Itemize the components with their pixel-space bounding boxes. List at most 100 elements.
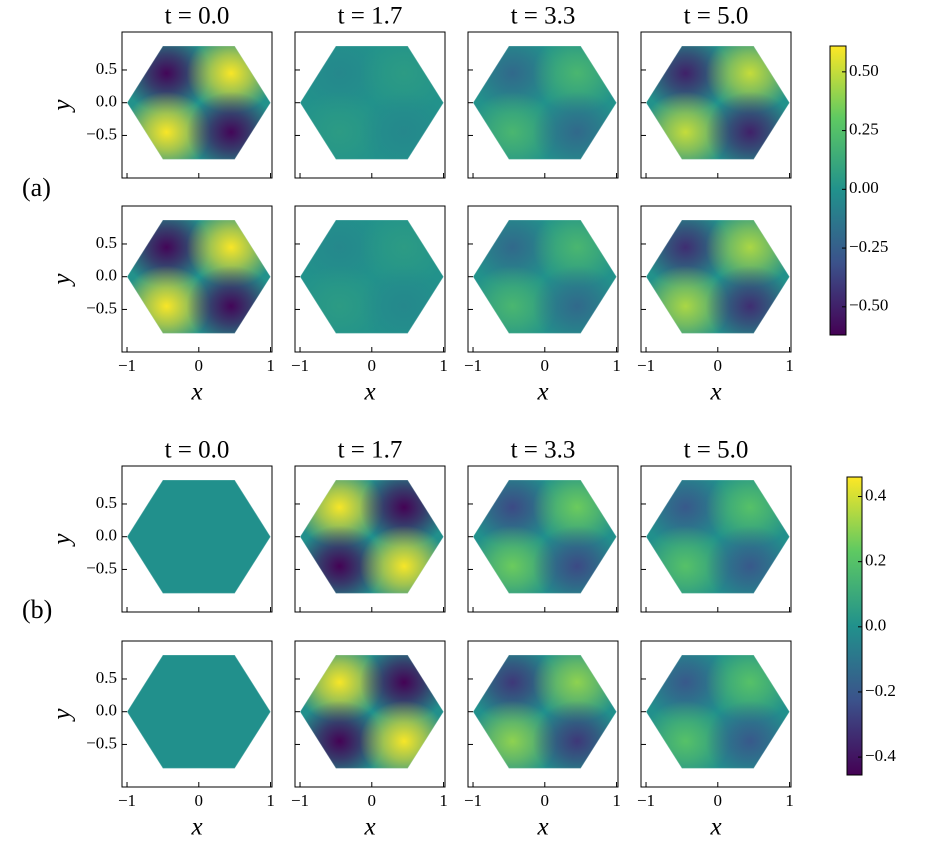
x-tick-label: 0 [195,356,204,375]
y-tick-label: 0.0 [96,266,117,285]
y-tick-label: 0.5 [96,493,117,512]
colorbar-tick-label: 0.0 [865,616,886,635]
mesh-outline [299,219,445,334]
mesh-outline [472,479,618,594]
colorbar-tick-label: 0.2 [865,551,886,570]
mesh-outline [645,654,791,769]
x-tick-label: 0 [368,791,377,810]
field [646,480,790,594]
field-lobe [186,700,271,769]
panel: −1 0 1 [464,205,621,375]
colorbar-tick-label: 0.50 [849,61,879,80]
panel-title: t = 1.7 [338,437,403,464]
colorbar [829,45,847,336]
field-lobe [705,700,790,769]
panel-frame [121,640,273,788]
x-tick-label: −1 [464,791,482,810]
panel-frame [294,465,446,613]
x-tick-label: 1 [266,791,275,810]
x-tick-label: 1 [266,356,275,375]
colorbar-tick-label: −0.4 [865,746,896,765]
panel-frame [467,31,619,179]
field [473,480,617,594]
panel-title: t = 5.0 [684,437,749,464]
x-axis-label: x [190,379,202,406]
mesh-outline [472,45,618,160]
x-tick-label: −1 [637,791,655,810]
colorbar [846,476,863,776]
x-tick-label: 1 [612,356,621,375]
x-axis-label: x [363,379,375,406]
colorbar-tick-label: −0.25 [849,237,888,256]
field-lobe [359,700,444,769]
x-tick-label: 1 [439,356,448,375]
colorbar-tick-label: 0.25 [849,119,879,138]
panel-frame [640,640,792,788]
field [127,480,271,594]
panel: −1 0 1 −0.5 0.0 0.5 [86,640,275,810]
y-tick-label: 0.5 [96,59,117,78]
y-axis-label: y [49,273,76,288]
y-axis-label: y [49,708,76,723]
panel: −1 0 1 [291,205,448,375]
x-tick-label: 1 [612,791,621,810]
field-lobe [532,700,617,769]
colorbar-tick-label: 0.4 [865,485,887,504]
panel-title: t = 0.0 [165,437,230,464]
field [127,46,271,160]
field [300,46,444,160]
x-tick-label: 0 [714,356,723,375]
panel-title: t = 3.3 [511,3,576,30]
panel-frame [121,465,273,613]
x-tick-label: 1 [785,791,794,810]
mesh-outline [645,479,791,594]
x-axis-label: x [363,814,375,841]
x-tick-label: −1 [118,356,136,375]
mesh-outline [126,45,272,160]
field [646,220,790,334]
group-label: (b) [22,595,52,624]
mesh-outline [299,45,445,160]
colorbar-tick-label: −0.50 [849,296,888,315]
panel-frame [294,640,446,788]
mesh-outline [126,654,272,769]
x-axis-label: x [709,379,721,406]
panel: −1 0 1 [464,640,621,810]
panel [294,465,446,613]
x-axis-label: x [709,814,721,841]
field-lobe [186,265,271,334]
y-tick-label: −0.5 [86,733,117,752]
x-tick-label: −1 [464,356,482,375]
field-lobe [359,265,444,334]
panel [294,31,446,179]
panel-frame [121,31,273,179]
field [473,220,617,334]
field-lobe [705,91,790,160]
y-tick-label: −0.5 [86,558,117,577]
mesh-outline [299,479,445,594]
x-tick-label: 1 [785,356,794,375]
x-axis-label: x [190,814,202,841]
panel-frame [467,205,619,353]
panel-frame [294,31,446,179]
field-lobe [186,525,271,594]
y-tick-label: 0.5 [96,233,117,252]
group-label: (a) [22,173,51,202]
panel: −1 0 1 −0.5 0.0 0.5 [86,205,275,375]
field-lobe [532,525,617,594]
x-tick-label: 0 [541,356,550,375]
mesh-outline [126,219,272,334]
panel-title: t = 1.7 [338,3,403,30]
mesh-outline [645,45,791,160]
field [127,220,271,334]
y-tick-label: −0.5 [86,298,117,317]
field [300,220,444,334]
x-axis-label: x [536,814,548,841]
x-tick-label: −1 [637,356,655,375]
panel-frame [467,640,619,788]
y-tick-label: 0.0 [96,701,117,720]
y-tick-label: −0.5 [86,124,117,143]
colorbar-tick-label: 0.00 [849,178,879,197]
